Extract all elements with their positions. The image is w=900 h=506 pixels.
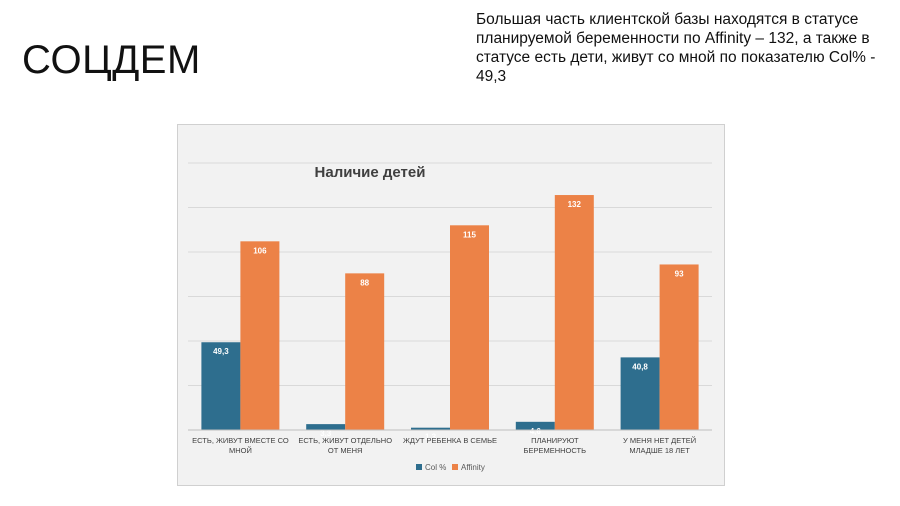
bar-colpct	[620, 357, 660, 430]
bar-colpct	[515, 421, 555, 430]
bar-chart: Наличие детей 49,3 106 3,3 88 1,3 115 4,6 132 40…	[188, 162, 712, 472]
data-label: 1,3	[425, 433, 437, 442]
bar-colpct	[201, 342, 241, 430]
category-label: ЕСТЬ, ЖИВУТ ОТДЕЛЬНО ОТ МЕНЯ	[298, 436, 392, 455]
legend-label-affinity: Affinity	[461, 463, 485, 472]
bar-affinity	[240, 241, 280, 430]
data-label: 115	[463, 230, 476, 239]
legend-swatch-affinity	[452, 464, 458, 470]
data-label: 3,3	[320, 429, 332, 438]
legend-swatch-colpct	[416, 464, 422, 470]
bar-affinity	[659, 264, 699, 430]
chart-title: Наличие детей	[315, 164, 426, 181]
chart-container: Наличие детей 49,3 106 3,3 88 1,3 115 4,6 132 40…	[177, 124, 725, 486]
chart-bars: 49,3 106 3,3 88 1,3 115 4,6 132 40,8 93	[201, 195, 699, 442]
bar-affinity	[345, 273, 385, 430]
slide-title: СОЦДЕМ	[22, 38, 201, 82]
data-label: 93	[675, 269, 684, 278]
chart-category-labels: ЕСТЬ, ЖИВУТ ВМЕСТЕ СО МНОЙ ЕСТЬ, ЖИВУТ ОТД…	[192, 436, 696, 455]
data-label: 4,6	[530, 427, 542, 436]
bar-colpct	[411, 427, 450, 430]
bar-affinity	[450, 225, 489, 430]
bar-colpct	[306, 424, 346, 430]
bar-affinity	[554, 195, 594, 430]
legend-label-colpct: Col %	[425, 463, 446, 472]
category-label: ЖДУТ РЕБЕНКА В СЕМЬЕ	[403, 436, 497, 445]
data-label: 106	[253, 246, 267, 255]
data-label: 40,8	[632, 362, 648, 371]
slide-note: Большая часть клиентской базы находятся …	[476, 11, 876, 85]
data-label: 132	[568, 200, 582, 209]
category-label: У МЕНЯ НЕТ ДЕТЕЙ МЛАДШЕ 18 ЛЕТ	[623, 436, 696, 455]
category-label: ПЛАНИРУЮТ БЕРЕМЕННОСТЬ	[524, 436, 587, 455]
chart-legend: Col % Affinity	[416, 463, 485, 472]
data-label: 49,3	[213, 347, 229, 356]
data-label: 88	[360, 278, 369, 287]
category-label: ЕСТЬ, ЖИВУТ ВМЕСТЕ СО МНОЙ	[192, 436, 289, 455]
